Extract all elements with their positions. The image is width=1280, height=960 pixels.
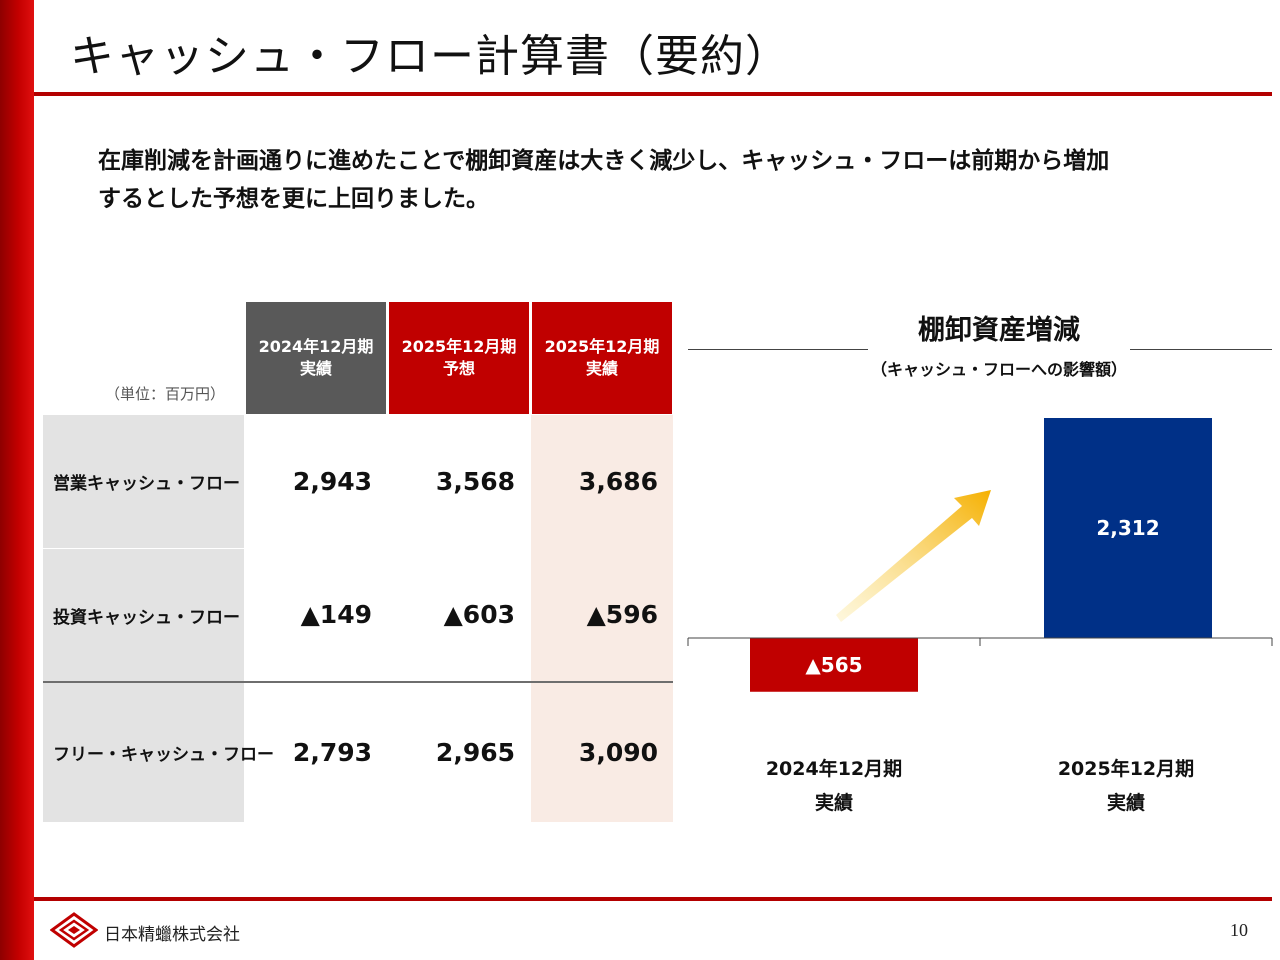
header-2025-forecast: 2025年12月期 予想 [389, 302, 529, 414]
header-kind: 実績 [585, 359, 618, 378]
row-label-free-cf: フリー・キャッシュ・フロー [43, 683, 274, 822]
free-cf-2025-forecast: 2,965 [435, 738, 515, 767]
bar-label-0: ▲565 [805, 653, 862, 677]
title-divider [34, 92, 1272, 96]
footer-divider [34, 897, 1272, 901]
left-accent-bar [0, 0, 34, 960]
investing-cf-2024-actual: ▲149 [300, 600, 372, 629]
header-period: 2024年12月期 [258, 337, 374, 356]
header-period: 2025年12月期 [401, 337, 517, 356]
free-cf-2025-actual: 3,090 [578, 738, 658, 767]
bar-group: ▲565 2,312 [750, 418, 1212, 692]
x-label-2024: 2024年12月期 実績 [734, 752, 934, 820]
operating-cf-2025-actual: 3,686 [578, 467, 658, 496]
unit-label: （単位：百万円） [105, 385, 226, 403]
page-title: キャッシュ・フロー計算書（要約） [70, 31, 790, 82]
investing-cf-2025-actual: ▲596 [586, 600, 658, 629]
chart-title-line-left [688, 349, 868, 350]
x-label-kind: 実績 [814, 792, 853, 814]
header-period: 2025年12月期 [544, 337, 660, 356]
header-kind: 予想 [442, 359, 475, 378]
bar-0 [750, 638, 918, 692]
free-cf-separator [43, 681, 673, 683]
chart-axis [687, 637, 1273, 646]
header-2024-actual: 2024年12月期 実績 [246, 302, 386, 414]
summary-line-2: するとした予想を更に上回りました。 [98, 186, 489, 212]
company-name: 日本精蠟株式会社 [104, 925, 240, 945]
header-2025-actual: 2025年12月期 実績 [532, 302, 672, 414]
bar-1 [1044, 418, 1212, 638]
summary-text: 在庫削減を計画通りに進めたことで棚卸資産は大きく減少し、キャッシュ・フローは前期… [98, 142, 1218, 218]
company-logo-icon [50, 912, 98, 948]
x-label-2025: 2025年12月期 実績 [1026, 752, 1226, 820]
investing-cf-2025-forecast: ▲603 [443, 600, 515, 629]
chart-subtitle: （キャッシュ・フローへの影響額） [870, 360, 1127, 379]
chart-title: 棚卸資産増減 [918, 315, 1080, 346]
x-label-period: 2025年12月期 [1057, 758, 1195, 780]
x-label-kind: 実績 [1106, 792, 1145, 814]
free-cf-2024-actual: 2,793 [292, 738, 372, 767]
summary-line-1: 在庫削減を計画通りに進めたことで棚卸資産は大きく減少し、キャッシュ・フローは前期… [98, 148, 1110, 174]
operating-cf-2025-forecast: 3,568 [435, 467, 515, 496]
row-label-investing-cf: 投資キャッシュ・フロー [43, 549, 244, 681]
inventory-change-chart: ▲565 2,312 [687, 418, 1273, 692]
x-label-period: 2024年12月期 [765, 758, 903, 780]
row-label-operating-cf: 営業キャッシュ・フロー [43, 415, 244, 548]
growth-arrow-icon [836, 490, 991, 622]
header-kind: 実績 [299, 359, 332, 378]
operating-cf-2024-actual: 2,943 [292, 467, 372, 496]
bar-label-1: 2,312 [1096, 516, 1159, 540]
page-number: 10 [1230, 920, 1248, 940]
chart-title-line-right [1130, 349, 1272, 350]
highlight-column [531, 415, 673, 822]
